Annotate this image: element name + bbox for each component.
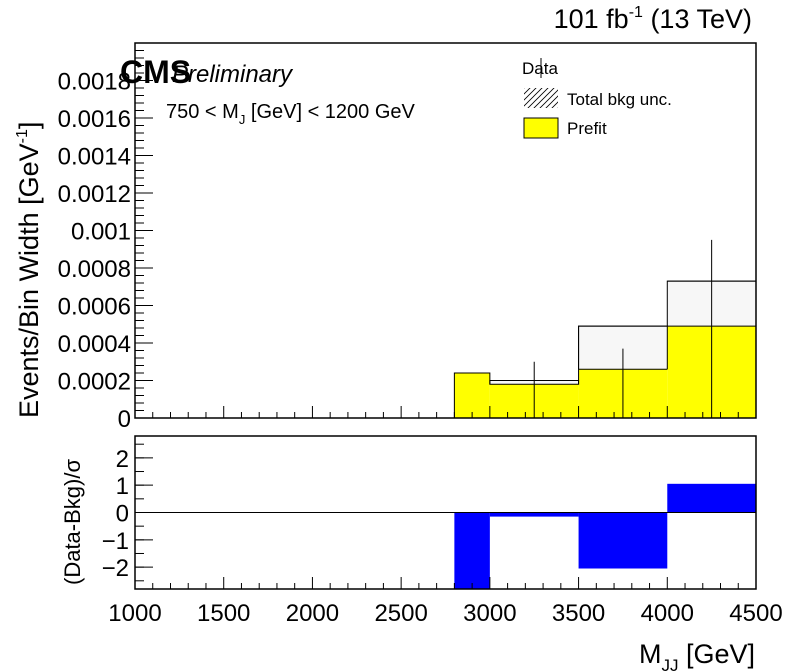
pull-bar bbox=[667, 483, 756, 513]
ratio-y-axis-title: (Data-Bkg)/σ bbox=[60, 459, 85, 585]
pull-bar bbox=[578, 512, 668, 569]
legend-label-prefit: Prefit bbox=[567, 119, 607, 138]
main-y-axis: 0 0.0002 0.0004 0.0006 0.0008 0.001 0.0012 0.00… bbox=[58, 50, 153, 433]
main-x-ticks bbox=[134, 406, 757, 418]
ratio-y-tick-label: 2 bbox=[116, 446, 129, 473]
y-tick-label: 0 bbox=[118, 406, 131, 433]
data-point bbox=[489, 361, 579, 418]
x-tick-label: 2000 bbox=[286, 600, 339, 627]
lumi-label: 101 fb-1 (13 TeV) bbox=[554, 4, 752, 34]
y-tick-label: 0.0014 bbox=[58, 144, 131, 171]
y-tick-label: 0.0002 bbox=[58, 369, 131, 396]
legend-item-data: Data bbox=[522, 58, 558, 78]
ratio-y-tick-label: −2 bbox=[102, 555, 129, 582]
x-tick-label: 1500 bbox=[197, 600, 250, 627]
pull-bar bbox=[489, 512, 579, 517]
ratio-y-tick-label: −1 bbox=[102, 528, 129, 555]
selection-label: 750 < MJ [GeV] < 1200 GeV bbox=[166, 101, 416, 127]
y-tick-label: 0.001 bbox=[71, 219, 131, 246]
bkg-unc-outline bbox=[578, 325, 668, 370]
x-tick-label: 4500 bbox=[729, 600, 782, 627]
x-axis-title: MJJ [GeV] bbox=[639, 639, 755, 672]
ratio-x-axis: 1000 1500 2000 2500 3000 3500 4000 4500 bbox=[108, 577, 783, 627]
x-tick-label: 3500 bbox=[552, 600, 605, 627]
preliminary-label: Preliminary bbox=[172, 61, 294, 88]
legend-label-data: Data bbox=[522, 59, 558, 78]
ratio-y-tick-label: 1 bbox=[116, 473, 129, 500]
y-tick-label: 0.0012 bbox=[58, 181, 131, 208]
pull-bar bbox=[454, 512, 490, 589]
legend: Data Total bkg unc. Prefit bbox=[522, 58, 672, 139]
y-tick-label: 0.0018 bbox=[58, 69, 131, 96]
legend-label-bkg-unc: Total bkg unc. bbox=[567, 90, 672, 109]
prefit-bar bbox=[454, 373, 490, 418]
legend-item-bkg-unc: Total bkg unc. bbox=[524, 88, 672, 109]
data-point bbox=[578, 348, 668, 418]
y-tick-label: 0.0008 bbox=[58, 256, 131, 283]
ratio-plot-marks bbox=[135, 483, 756, 589]
data-point bbox=[667, 239, 756, 418]
legend-item-prefit: Prefit bbox=[523, 117, 607, 139]
x-tick-label: 1000 bbox=[108, 600, 161, 627]
x-tick-label: 4000 bbox=[641, 600, 694, 627]
cms-label: CMS bbox=[120, 54, 191, 90]
y-tick-label: 0.0006 bbox=[58, 294, 131, 321]
ratio-y-tick-label: 0 bbox=[116, 501, 129, 528]
y-tick-label: 0.0016 bbox=[58, 106, 131, 133]
main-y-axis-title: Events/Bin Width [GeV-1] bbox=[14, 122, 44, 418]
x-tick-label: 3000 bbox=[463, 600, 516, 627]
main-plot-marks bbox=[135, 239, 756, 418]
y-tick-label: 0.0004 bbox=[58, 331, 131, 358]
x-tick-label: 2500 bbox=[374, 600, 427, 627]
